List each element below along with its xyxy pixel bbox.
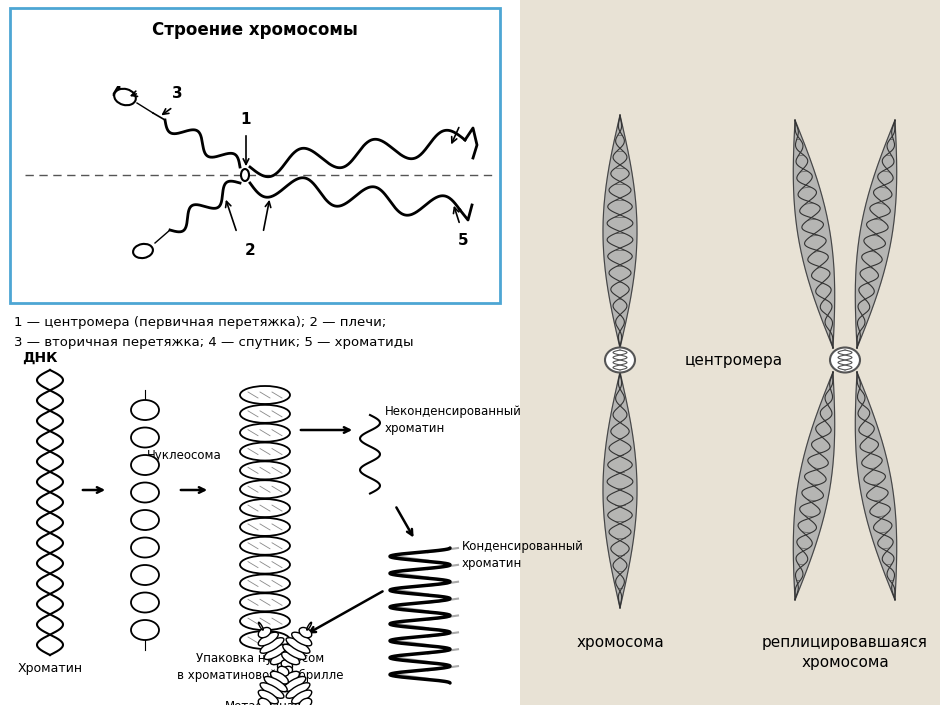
Text: 1 — центромера (первичная перетяжка); 2 — плечи;
3 — вторичная перетяжка; 4 — сп: 1 — центромера (первичная перетяжка); 2 … (14, 316, 414, 349)
Ellipse shape (282, 652, 300, 665)
Ellipse shape (277, 660, 289, 670)
Ellipse shape (240, 631, 290, 649)
Ellipse shape (131, 482, 159, 503)
Ellipse shape (114, 89, 135, 105)
Ellipse shape (258, 627, 271, 638)
Ellipse shape (240, 556, 290, 574)
Ellipse shape (271, 671, 289, 684)
Ellipse shape (299, 627, 312, 638)
Polygon shape (603, 115, 637, 348)
Text: 1: 1 (241, 112, 251, 127)
Text: 5: 5 (458, 233, 468, 248)
Ellipse shape (240, 518, 290, 536)
Ellipse shape (264, 677, 288, 692)
Ellipse shape (240, 443, 290, 460)
Ellipse shape (258, 698, 271, 705)
Ellipse shape (240, 386, 290, 404)
Ellipse shape (260, 682, 284, 698)
Ellipse shape (131, 620, 159, 640)
Ellipse shape (240, 461, 290, 479)
Text: Хроматин: Хроматин (18, 662, 83, 675)
Ellipse shape (282, 671, 300, 684)
Ellipse shape (605, 348, 635, 372)
Text: реплицировавшаяся
хромосома: реплицировавшаяся хромосома (762, 635, 928, 670)
Ellipse shape (258, 690, 278, 704)
Ellipse shape (240, 499, 290, 517)
FancyBboxPatch shape (10, 8, 500, 303)
Text: ДНК: ДНК (22, 351, 57, 365)
Ellipse shape (131, 400, 159, 420)
Ellipse shape (131, 455, 159, 475)
Ellipse shape (240, 575, 290, 592)
Ellipse shape (286, 682, 310, 698)
Ellipse shape (830, 348, 860, 372)
Bar (0, 0, 520, 705)
Polygon shape (793, 120, 835, 348)
Text: 3: 3 (172, 86, 182, 101)
Ellipse shape (240, 424, 290, 442)
Text: Нуклеосома: Нуклеосома (147, 448, 222, 462)
Ellipse shape (131, 510, 159, 530)
Bar (520, 0, 940, 705)
Polygon shape (603, 372, 637, 608)
Ellipse shape (286, 638, 310, 654)
Ellipse shape (240, 537, 290, 555)
Ellipse shape (281, 660, 292, 670)
Ellipse shape (240, 612, 290, 630)
Ellipse shape (258, 632, 278, 646)
Ellipse shape (240, 594, 290, 611)
Ellipse shape (271, 652, 289, 665)
Text: Конденсированный
хроматин: Конденсированный хроматин (462, 540, 584, 570)
Ellipse shape (133, 244, 153, 258)
Text: Неконденсированный
хроматин: Неконденсированный хроматин (385, 405, 522, 435)
Ellipse shape (264, 644, 288, 659)
Polygon shape (793, 372, 835, 600)
Text: 2: 2 (244, 243, 256, 258)
Ellipse shape (131, 537, 159, 558)
Ellipse shape (277, 666, 289, 676)
Ellipse shape (291, 690, 312, 704)
Text: 4: 4 (112, 85, 122, 101)
Text: центромера: центромера (685, 352, 783, 367)
Polygon shape (855, 120, 897, 348)
Ellipse shape (131, 592, 159, 613)
Ellipse shape (131, 565, 159, 585)
Ellipse shape (291, 632, 312, 646)
Ellipse shape (131, 427, 159, 448)
Text: хромосома: хромосома (576, 635, 664, 650)
Ellipse shape (283, 677, 306, 692)
Ellipse shape (260, 638, 284, 654)
Ellipse shape (306, 623, 311, 630)
Ellipse shape (258, 623, 263, 630)
Ellipse shape (240, 480, 290, 498)
Ellipse shape (299, 698, 312, 705)
Ellipse shape (281, 666, 292, 676)
Text: Строение хромосомы: Строение хромосомы (152, 21, 358, 39)
Text: Упаковка нуклеосом
в хроматиновой фибрилле: Упаковка нуклеосом в хроматиновой фибрил… (177, 652, 343, 682)
Ellipse shape (241, 169, 249, 181)
Ellipse shape (283, 644, 306, 659)
Ellipse shape (240, 405, 290, 423)
Polygon shape (855, 372, 897, 600)
Text: Метафазная
хромосома: Метафазная хромосома (225, 700, 302, 705)
